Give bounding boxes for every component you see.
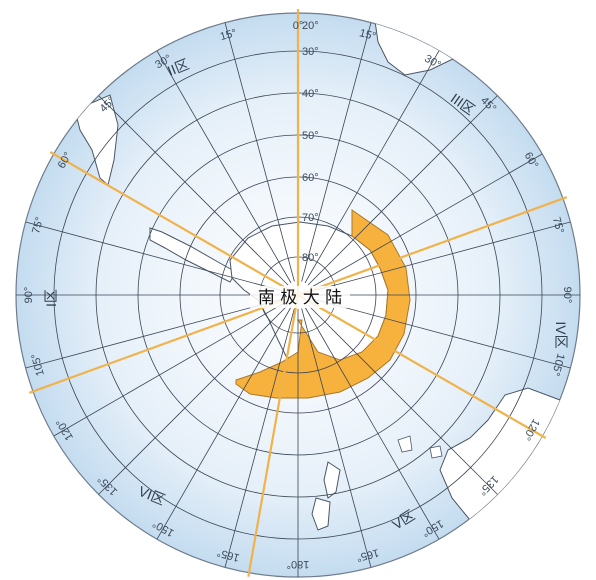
latitude-label: 40° (302, 88, 319, 100)
longitude-label: 15° (219, 27, 238, 43)
longitude-label: 90° (23, 287, 35, 304)
zone-boundary-line (247, 294, 300, 577)
meridian-line (301, 308, 372, 568)
zone-boundary-lines (28, 9, 568, 577)
island-small-2 (429, 445, 443, 459)
highlighted-sector (235, 209, 411, 399)
map-title: 南 极 大 陆 (258, 288, 342, 308)
meridian-line (98, 95, 289, 286)
meridian-line (98, 304, 289, 495)
zone-boundary-line (28, 293, 299, 394)
island-small-1 (397, 435, 413, 453)
meridian-line (224, 22, 295, 282)
latitude-label: 70° (302, 212, 319, 224)
latitude-label: 20° (302, 20, 319, 32)
longitude-label: 75° (550, 216, 566, 235)
longitude-label: 15° (358, 27, 377, 43)
meridian-line (53, 301, 287, 437)
meridian-line (304, 306, 440, 540)
meridian-line (156, 306, 292, 540)
latitude-label: 30° (302, 46, 319, 58)
zone-boundary-line (49, 151, 299, 296)
meridian-line (311, 221, 571, 292)
latitude-label: 80° (302, 252, 319, 264)
longitude-label: 165° (216, 546, 241, 563)
new-zealand-north-island (323, 461, 341, 499)
new-zealand-south-island (311, 497, 331, 531)
longitude-label: 0° (293, 20, 304, 32)
meridian-line (301, 22, 372, 282)
zone-label-ii: II区 (165, 56, 191, 79)
meridian-line (307, 95, 498, 286)
latitude-label: 50° (302, 130, 319, 142)
antarctic-peninsula (149, 227, 237, 283)
meridian-line (311, 298, 571, 369)
meridian-line (307, 304, 498, 495)
meridian-line (224, 308, 295, 568)
longitude-label: 165° (355, 546, 380, 563)
zone-boundary-line (297, 196, 568, 297)
zone-label-iv: IV区 (553, 321, 569, 348)
meridian-line (25, 221, 285, 292)
latitude-labels: 80° 70° 60° 50° 40° 30° 20° (302, 20, 319, 264)
longitude-label: 75° (30, 216, 46, 235)
meridian-line (25, 298, 285, 369)
zone-label-i: I区 (43, 289, 59, 307)
longitude-label: 180° (287, 558, 310, 570)
longitude-label: 105° (549, 352, 566, 377)
meridian-line (156, 50, 292, 284)
madagascar-island (503, 54, 523, 100)
longitude-label: 105° (29, 352, 46, 377)
meridian-line (309, 153, 543, 289)
latitude-label: 60° (302, 172, 319, 184)
title-backdrop (250, 286, 350, 308)
zone-boundary-line (297, 294, 547, 439)
longitude-label: 90° (561, 287, 573, 304)
meridian-line (304, 50, 440, 284)
